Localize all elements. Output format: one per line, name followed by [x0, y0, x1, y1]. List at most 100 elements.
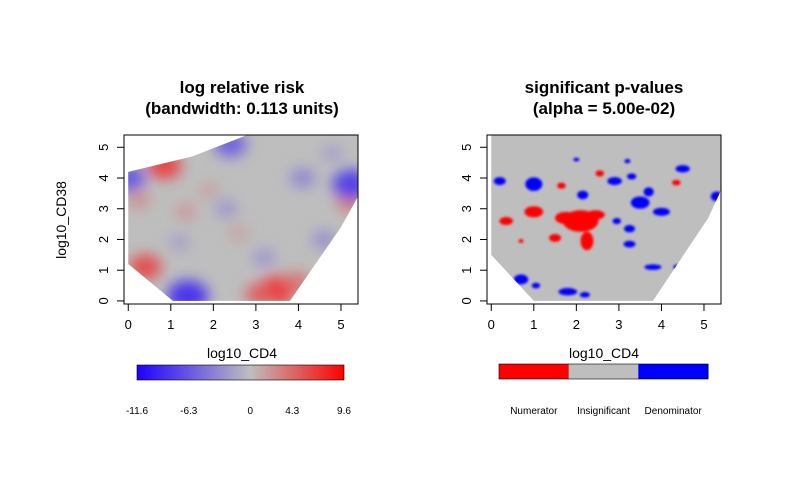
denominator-region — [626, 173, 637, 180]
denominator-region — [558, 288, 578, 296]
denominator-region — [675, 165, 690, 173]
denominator-region — [673, 264, 684, 270]
p-values-panel: significant p-values (alpha = 5.00e-02) … — [459, 78, 722, 417]
panel2-y-tick-label: 1 — [459, 267, 474, 274]
category-legend-frame — [498, 363, 709, 380]
legend-label-insignificant: Insignificant — [577, 406, 630, 417]
panel1-axes: 0 1 2 3 4 5 0 1 2 3 4 5 — [96, 144, 345, 332]
numerator-region — [557, 182, 566, 189]
risk-feature — [214, 199, 238, 218]
risk-feature — [175, 203, 197, 221]
denominator-region — [612, 217, 622, 225]
panel1-title-line1: log relative risk — [180, 78, 305, 97]
denominator-region — [643, 187, 654, 197]
denominator-region — [525, 177, 543, 191]
denominator-region — [573, 157, 580, 162]
panel1-y-tick-label: 1 — [96, 267, 111, 274]
panel1-y-tick-label: 5 — [96, 144, 111, 151]
risk-feature — [245, 283, 276, 301]
colorbar-tick-label: 0 — [247, 406, 253, 417]
colorbar-tick-label: 4.3 — [285, 406, 299, 417]
numerator-region — [518, 239, 524, 243]
panel1-x-tick-label: 5 — [337, 317, 344, 332]
panel1-x-tick-label: 3 — [252, 317, 259, 332]
risk-feature — [147, 152, 182, 179]
risk-feature — [168, 234, 190, 251]
panel2-x-tick-label: 3 — [615, 317, 622, 332]
panel1-y-tick-label: 0 — [96, 297, 111, 304]
panel1-x-tick-label: 1 — [167, 317, 174, 332]
risk-feature — [228, 225, 249, 241]
denominator-region — [579, 292, 590, 298]
denominator-region — [493, 177, 506, 186]
panel1-x-tick-label: 0 — [125, 317, 132, 332]
legend-swatch-numerator — [499, 364, 570, 379]
numerator-region — [595, 170, 605, 177]
panel1-plot-frame — [123, 134, 359, 305]
category-legend: Numerator Insignificant Denominator — [498, 363, 709, 417]
panel2-y-tick-label: 4 — [459, 174, 474, 181]
panel1-y-tick-label: 4 — [96, 174, 111, 181]
numerator-region — [586, 210, 605, 220]
numerator-region — [580, 231, 594, 251]
numerator-region — [672, 179, 681, 186]
colorbar-tick-label: -6.3 — [180, 406, 198, 417]
risk-feature — [311, 230, 337, 249]
risk-feature — [167, 280, 209, 301]
panel2-x-tick-label: 5 — [700, 317, 707, 332]
legend-label-numerator: Numerator — [510, 406, 558, 417]
denominator-region — [644, 264, 662, 270]
risk-feature — [128, 254, 162, 280]
denominator-region — [652, 207, 670, 216]
risk-feature — [128, 190, 151, 209]
denominator-region — [623, 225, 636, 233]
numerator-region — [549, 233, 562, 242]
risk-feature — [289, 168, 316, 188]
colorbar-legend: -11.6 -6.3 0 4.3 9.6 — [126, 364, 351, 417]
risk-feature — [332, 169, 358, 199]
panel1-y-axis-label: log10_CD38 — [53, 181, 69, 259]
risk-feature — [282, 272, 310, 293]
panel2-plot-frame — [486, 134, 722, 305]
legend-swatch-denominator — [638, 364, 709, 379]
denominator-region — [513, 274, 529, 285]
heatmap-features — [128, 135, 358, 301]
panel2-axes: 0 1 2 3 4 5 0 1 2 3 4 5 — [459, 144, 708, 332]
denominator-region — [623, 240, 636, 248]
colorbar-tick-label: -11.6 — [126, 406, 148, 417]
legend-label-denominator: Denominator — [645, 406, 703, 417]
panel2-significance-map — [491, 135, 721, 301]
numerator-region — [555, 211, 577, 225]
panel2-title-line1: significant p-values — [525, 78, 684, 97]
panel2-y-tick-label: 0 — [459, 297, 474, 304]
panel2-x-tick-label: 2 — [573, 317, 580, 332]
panel2-x-axis-label: log10_CD4 — [569, 345, 639, 361]
numerator-region — [524, 206, 544, 218]
panel1-title-line2: (bandwidth: 0.113 units) — [145, 99, 339, 118]
panel2-title-line2: (alpha = 5.00e-02) — [533, 99, 675, 118]
denominator-region — [607, 177, 622, 186]
panel1-x-tick-label: 4 — [295, 317, 302, 332]
panel2-y-tick-label: 2 — [459, 236, 474, 243]
relative-risk-panel: log relative risk (bandwidth: 0.113 unit… — [53, 78, 359, 417]
legend-swatch-insignificant — [568, 364, 639, 379]
panel1-x-tick-label: 2 — [210, 317, 217, 332]
denominator-region — [531, 282, 541, 289]
risk-feature — [253, 249, 276, 267]
colorbar — [136, 364, 345, 381]
denominator-region — [630, 196, 650, 209]
panel2-y-tick-label: 3 — [459, 205, 474, 212]
colorbar-tick-label: 9.6 — [337, 406, 351, 417]
panel1-y-tick-label: 3 — [96, 205, 111, 212]
panel1-x-axis-label: log10_CD4 — [207, 345, 277, 361]
panel2-y-tick-label: 5 — [459, 144, 474, 151]
panel2-x-tick-label: 1 — [530, 317, 537, 332]
panel1-y-tick-label: 2 — [96, 236, 111, 243]
denominator-region — [577, 190, 589, 200]
risk-feature — [321, 145, 344, 162]
denominator-region — [624, 158, 631, 164]
panel2-x-tick-label: 0 — [488, 317, 495, 332]
numerator-region — [499, 217, 513, 226]
risk-feature — [128, 164, 146, 192]
